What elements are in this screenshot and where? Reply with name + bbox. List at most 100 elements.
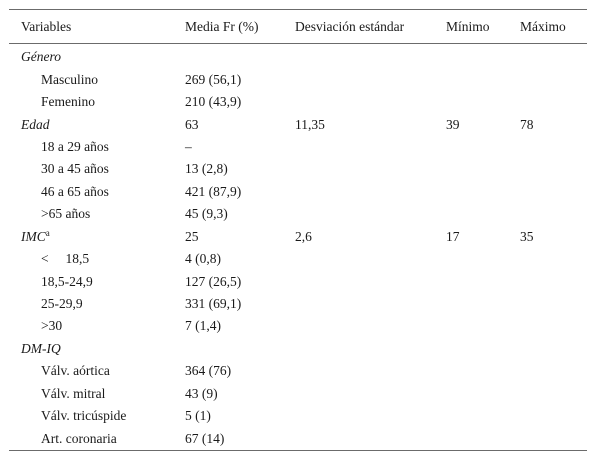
table-row: Art. coronaria 67 (14): [9, 427, 587, 451]
sd-cell: [283, 248, 434, 270]
min-cell: [434, 136, 508, 158]
max-cell: [508, 203, 587, 225]
variable-cell: 25-29,9: [9, 293, 173, 315]
max-cell: [508, 44, 587, 69]
header-desviacion-estandar: Desviación estándar: [283, 9, 434, 44]
variable-cell: Masculino: [9, 68, 173, 90]
max-cell: [508, 427, 587, 451]
media-cell: [173, 338, 283, 360]
variable-cell: IMCa: [9, 226, 173, 248]
subcategory-label: >65 años: [41, 206, 91, 222]
sd-cell: [283, 44, 434, 69]
subcategory-label: Válv. aórtica: [41, 363, 110, 379]
max-cell: [508, 293, 587, 315]
media-cell: 127 (26,5): [185, 273, 242, 289]
min-cell: [434, 68, 508, 90]
statistics-table: Variables Media Fr (%) Desviación estánd…: [9, 9, 587, 451]
table-row: >65 años 45 (9,3): [9, 203, 587, 225]
sd-cell: [283, 270, 434, 292]
sd-cell: [283, 68, 434, 90]
min-cell: [434, 315, 508, 337]
min-cell: [434, 158, 508, 180]
table-body: Género Masculino 269 (56,1) Femenino 210 (43…: [9, 44, 587, 451]
variable-cell: >30: [9, 315, 173, 337]
table-row: Válv. aórtica 364 (76): [9, 360, 587, 382]
max-cell: [508, 338, 587, 360]
category-row: DM-IQ: [9, 338, 587, 360]
table-row: Masculino 269 (56,1): [9, 68, 587, 90]
media-cell: –: [185, 138, 192, 154]
variable-cell: DM-IQ: [9, 338, 173, 360]
sd-cell: [283, 405, 434, 427]
max-cell: [508, 91, 587, 113]
media-cell: 67 (14): [173, 427, 283, 451]
subcategory-label: Válv. tricúspide: [41, 408, 127, 424]
header-row: Variables Media Fr (%) Desviación estánd…: [9, 9, 587, 44]
table-row: >30 7 (1,4): [9, 315, 587, 337]
subcategory-label: Válv. mitral: [41, 385, 106, 401]
min-cell: [434, 181, 508, 203]
min-cell: [434, 248, 508, 270]
subcategory-label: 46 a 65 años: [41, 183, 109, 199]
min-cell: [434, 405, 508, 427]
max-cell: [508, 181, 587, 203]
sd-cell: [283, 181, 434, 203]
min-cell: 39: [446, 116, 460, 132]
min-cell: [434, 360, 508, 382]
table-row: 46 a 65 años 421 (87,9): [9, 181, 587, 203]
variable-cell: Edad: [9, 113, 173, 135]
variable-cell: Válv. aórtica: [9, 360, 173, 382]
min-cell: [434, 203, 508, 225]
category-label: Género: [21, 49, 61, 65]
footnote-marker: a: [45, 227, 50, 238]
min-cell: [434, 91, 508, 113]
subcategory-label: Masculino: [41, 71, 98, 87]
sd-cell: [283, 158, 434, 180]
min-cell: [434, 44, 508, 69]
subcategory-label: 18,5-24,9: [41, 273, 93, 289]
min-cell: [434, 270, 508, 292]
sd-cell: [283, 383, 434, 405]
category-row: Edad 63 11,35 39 78: [9, 113, 587, 135]
min-cell: [434, 293, 508, 315]
variable-cell: Género: [9, 44, 173, 69]
variable-cell: 30 a 45 años: [9, 158, 173, 180]
subcategory-label: < 18,5: [41, 251, 90, 267]
max-cell: [508, 68, 587, 90]
sd-cell: 11,35: [295, 116, 325, 132]
min-cell: [434, 427, 508, 451]
category-label: Edad: [21, 116, 50, 132]
max-cell: [508, 405, 587, 427]
media-cell: 210 (43,9): [185, 94, 242, 110]
table-row: Femenino 210 (43,9): [9, 91, 587, 113]
header-media-fr: Media Fr (%): [173, 9, 283, 44]
media-cell: 63: [185, 116, 199, 132]
header-minimo: Mínimo: [434, 9, 508, 44]
table-row: 18,5-24,9 127 (26,5): [9, 270, 587, 292]
media-cell: 7 (1,4): [185, 318, 221, 334]
sd-cell: [283, 91, 434, 113]
variable-cell: Válv. tricúspide: [9, 405, 173, 427]
min-cell: [434, 383, 508, 405]
sd-cell: [283, 203, 434, 225]
subcategory-label: 18 a 29 años: [41, 138, 109, 154]
media-cell: 269 (56,1): [185, 71, 242, 87]
data-table-container: Variables Media Fr (%) Desviación estánd…: [9, 9, 587, 451]
max-cell: [508, 360, 587, 382]
max-cell: [508, 315, 587, 337]
max-cell: [508, 158, 587, 180]
variable-cell: Femenino: [9, 91, 173, 113]
max-cell: 35: [520, 228, 534, 244]
sd-cell: [283, 338, 434, 360]
table-row: 30 a 45 años 13 (2,8): [9, 158, 587, 180]
category-row: IMCa 25 2,6 17 35: [9, 226, 587, 248]
table-row: 25-29,9 331 (69,1): [9, 293, 587, 315]
variable-cell: 18,5-24,9: [9, 270, 173, 292]
subcategory-label: Art. coronaria: [41, 430, 117, 446]
media-cell: 4 (0,8): [185, 251, 221, 267]
header-variables: Variables: [9, 9, 173, 44]
subcategory-label: >30: [41, 318, 63, 334]
media-cell: 421 (87,9): [185, 183, 242, 199]
max-cell: [508, 136, 587, 158]
media-cell: 45 (9,3): [185, 206, 228, 222]
